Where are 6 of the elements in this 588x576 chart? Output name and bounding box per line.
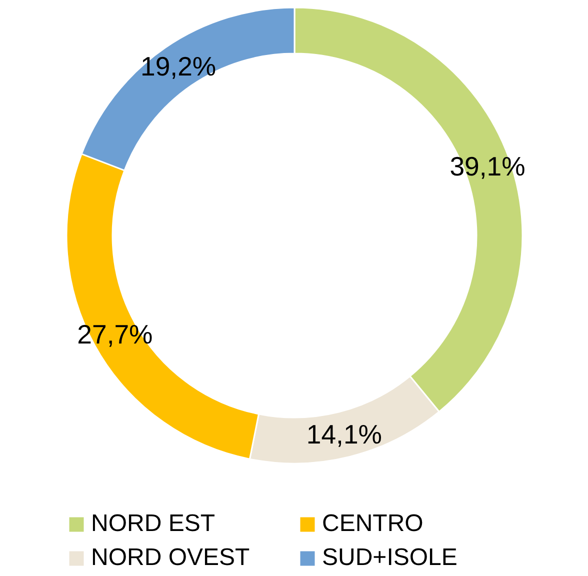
data-label: 14,1% xyxy=(306,419,382,450)
legend-label: SUD+ISOLE xyxy=(322,544,458,572)
data-label: 19,2% xyxy=(140,52,216,82)
legend-label: NORD EST xyxy=(91,510,216,538)
legend-label: NORD OVEST xyxy=(91,544,251,572)
legend-label: CENTRO xyxy=(322,510,424,538)
